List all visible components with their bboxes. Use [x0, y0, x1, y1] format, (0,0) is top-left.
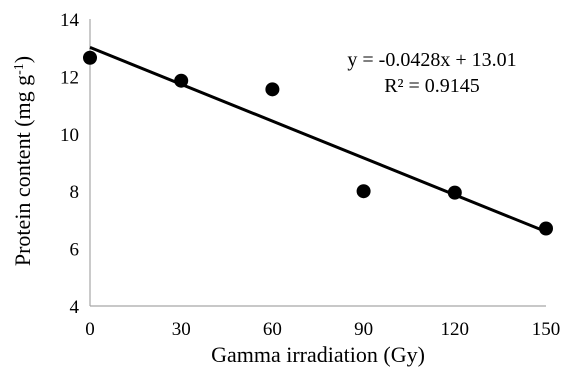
y-tick-label: 14: [60, 10, 80, 31]
data-point: [356, 184, 371, 199]
y-tick-label: 8: [70, 182, 80, 203]
data-point: [265, 82, 280, 97]
data-point: [174, 73, 189, 88]
x-tick-label: 150: [532, 319, 561, 340]
y-axis-title-close: ): [10, 56, 35, 63]
trendline-equation: y = -0.0428x + 13.01: [347, 49, 516, 71]
trendline: [89, 46, 547, 234]
x-tick-label: 120: [441, 319, 470, 340]
y-axis-title-superscript: -1: [12, 63, 27, 75]
x-tick-labels: 0 30 60 90 120 150: [85, 319, 560, 340]
y-tick-label: 12: [60, 67, 79, 88]
y-tick-label: 6: [70, 240, 80, 261]
y-tick-label: 10: [60, 125, 79, 146]
data-point: [539, 221, 553, 236]
x-axis-title: Gamma irradiation (Gy): [211, 342, 425, 367]
x-tick-label: 60: [263, 319, 282, 340]
data-point: [83, 50, 97, 65]
y-tick-labels: 4 6 8 10 12 14: [60, 10, 80, 318]
axes: [89, 19, 546, 307]
y-axis-title: Protein content (mg g-1): [10, 56, 35, 266]
x-tick-label: 0: [85, 319, 95, 340]
r-squared-label: R² = 0.9145: [384, 75, 480, 97]
data-point: [447, 185, 462, 200]
data-points: [83, 50, 553, 236]
x-tick-label: 30: [172, 319, 191, 340]
y-axis-title-main: Protein content (mg g: [10, 75, 35, 266]
x-tick-label: 90: [354, 319, 373, 340]
y-tick-label: 4: [70, 297, 80, 318]
